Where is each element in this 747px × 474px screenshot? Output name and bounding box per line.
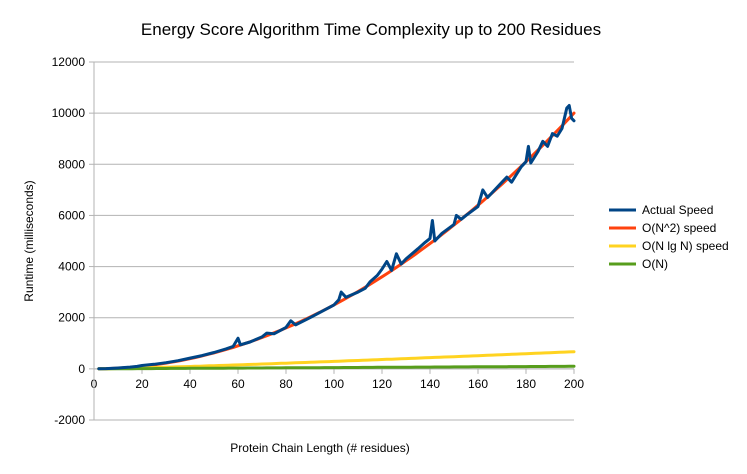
series-line-o-n-2-speed bbox=[97, 111, 576, 371]
x-tick-label: 180 bbox=[516, 377, 536, 391]
y-axis-label: Runtime (milliseconds) bbox=[22, 180, 36, 301]
y-tick-label: 0 bbox=[78, 362, 85, 376]
legend: Actual Speed O(N^2) speed O(N lg N) speed O… bbox=[609, 203, 729, 271]
legend-label-o-n-2-speed: O(N^2) speed bbox=[642, 221, 716, 235]
y-axis-ticks: -2000 0 2000 4000 6000 8000 10000 12000 bbox=[52, 55, 94, 427]
series-line-o-n-lg-n-speed bbox=[97, 350, 576, 371]
x-tick-label: 100 bbox=[324, 377, 344, 391]
y-tick-label: 8000 bbox=[58, 157, 85, 171]
x-axis-label: Protein Chain Length (# residues) bbox=[230, 441, 409, 455]
x-tick-label: 160 bbox=[468, 377, 488, 391]
series-line-o-n bbox=[97, 364, 576, 371]
x-tick-label: 20 bbox=[135, 377, 149, 391]
x-tick-label: 140 bbox=[420, 377, 440, 391]
y-tick-label: -2000 bbox=[54, 413, 85, 427]
chart-title: Energy Score Algorithm Time Complexity u… bbox=[141, 20, 601, 39]
legend-label-actual-speed: Actual Speed bbox=[642, 203, 713, 217]
legend-label-o-n-lg-n-speed: O(N lg N) speed bbox=[642, 239, 729, 253]
y-tick-label: 4000 bbox=[58, 260, 85, 274]
series-lines bbox=[97, 104, 576, 371]
x-tick-label: 60 bbox=[231, 377, 245, 391]
x-tick-label: 40 bbox=[183, 377, 197, 391]
y-tick-label: 6000 bbox=[58, 208, 85, 222]
y-tick-label: 2000 bbox=[58, 311, 85, 325]
y-tick-label: 12000 bbox=[52, 55, 86, 69]
legend-label-o-n: O(N) bbox=[642, 257, 668, 271]
series-line-actual-speed bbox=[97, 104, 576, 371]
y-tick-label: 10000 bbox=[52, 106, 86, 120]
x-tick-label: 200 bbox=[564, 377, 584, 391]
x-tick-label: 120 bbox=[372, 377, 392, 391]
x-tick-label: 80 bbox=[279, 377, 293, 391]
